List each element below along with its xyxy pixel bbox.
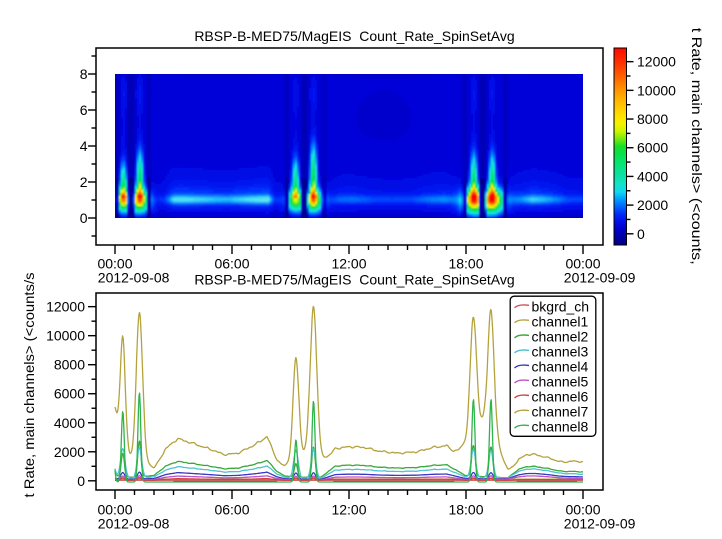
svg-text:00:00: 00:00 (565, 502, 600, 518)
svg-text:2012-09-09: 2012-09-09 (564, 270, 636, 286)
svg-text:6000: 6000 (637, 140, 668, 156)
svg-text:4000: 4000 (637, 168, 668, 184)
svg-text:6: 6 (80, 102, 88, 118)
svg-text:2012-09-08: 2012-09-08 (98, 516, 170, 532)
svg-text:8000: 8000 (54, 357, 85, 373)
svg-text:2012-09-09: 2012-09-09 (564, 516, 636, 532)
svg-text:0: 0 (80, 210, 88, 226)
svg-text:6000: 6000 (54, 386, 85, 402)
svg-text:12:00: 12:00 (331, 256, 366, 272)
svg-text:12000: 12000 (637, 54, 676, 70)
svg-text:12:00: 12:00 (331, 502, 366, 518)
svg-text:06:00: 06:00 (214, 256, 249, 272)
svg-text:2000: 2000 (54, 444, 85, 460)
svg-text:channel2: channel2 (532, 328, 589, 344)
svg-text:RBSP-B-MED75/MagEIS Count_Rat: RBSP-B-MED75/MagEIS Count_Rate_SpinSetAv… (194, 28, 514, 44)
svg-text:RBSP-B-MED75/MagEIS Count_Rat: RBSP-B-MED75/MagEIS Count_Rate_SpinSetAv… (194, 272, 514, 288)
svg-text:channel8: channel8 (532, 419, 589, 435)
svg-text:06:00: 06:00 (214, 502, 249, 518)
svg-text:8000: 8000 (637, 111, 668, 127)
svg-text:channel6: channel6 (532, 389, 589, 405)
svg-text:2012-09-08: 2012-09-08 (98, 270, 170, 286)
svg-text:4: 4 (80, 138, 88, 154)
svg-text:2: 2 (80, 174, 88, 190)
svg-text:t Rate, main channels> (<count: t Rate, main channels> (<counts/s (21, 273, 37, 498)
svg-text:00:00: 00:00 (97, 256, 132, 272)
svg-text:channel5: channel5 (532, 374, 589, 390)
svg-text:10000: 10000 (46, 328, 85, 344)
svg-text:2000: 2000 (637, 197, 668, 213)
svg-text:18:00: 18:00 (448, 256, 483, 272)
svg-text:00:00: 00:00 (97, 502, 132, 518)
svg-text:channel4: channel4 (532, 359, 589, 375)
svg-text:00:00: 00:00 (565, 256, 600, 272)
svg-text:channel1: channel1 (532, 313, 589, 329)
svg-text:bkgrd_ch: bkgrd_ch (532, 298, 590, 314)
svg-text:channel3: channel3 (532, 343, 589, 359)
svg-text:10000: 10000 (637, 82, 676, 98)
svg-text:t Rate, main channels> (<count: t Rate, main channels> (<counts, (689, 28, 705, 265)
svg-text:12000: 12000 (46, 299, 85, 315)
svg-text:18:00: 18:00 (448, 502, 483, 518)
svg-text:8: 8 (80, 66, 88, 82)
svg-text:channel7: channel7 (532, 404, 589, 420)
svg-text:0: 0 (77, 473, 85, 489)
svg-text:0: 0 (637, 226, 645, 242)
svg-text:4000: 4000 (54, 415, 85, 431)
